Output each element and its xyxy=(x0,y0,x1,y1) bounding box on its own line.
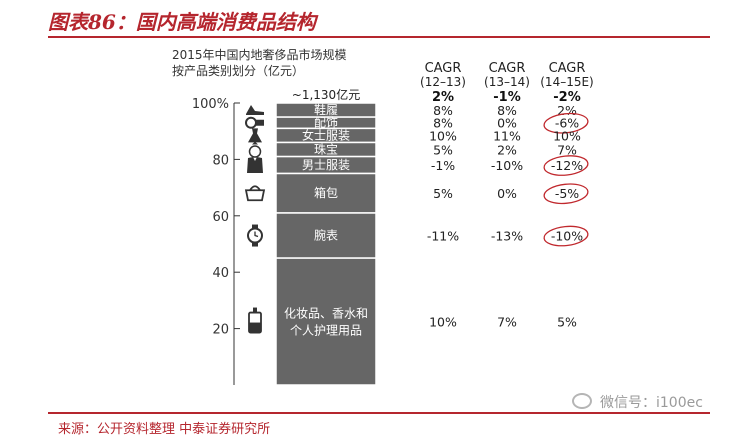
cagr-value: -6% xyxy=(555,116,579,131)
perfume-icon xyxy=(248,307,262,334)
total-label: ~1,130亿元 xyxy=(292,87,360,102)
cagr-value: -11% xyxy=(427,229,459,244)
cagr-value: 0% xyxy=(497,186,517,201)
segment-label: 男士服装 xyxy=(302,158,350,172)
segment-label: 珠宝 xyxy=(314,143,338,157)
segment-label: 化妆品、香水和 xyxy=(284,307,368,321)
bar-segment xyxy=(275,212,377,259)
highlight-circle xyxy=(543,112,589,134)
cagr-value: 10% xyxy=(429,315,457,330)
cagr-value: -10% xyxy=(491,158,523,173)
segment-label: 鞋履 xyxy=(314,102,338,117)
cagr-period: (13–14) xyxy=(484,75,530,89)
y-tick-label: 80 xyxy=(212,153,229,168)
chart-subtitle-line2: 按产品类别划分（亿元） xyxy=(172,64,305,78)
bar-segment xyxy=(275,172,377,214)
cagr-period: (14–15E) xyxy=(540,75,593,89)
wechat-icon xyxy=(572,393,592,409)
cagr-value: -12% xyxy=(551,158,583,173)
jacket-icon xyxy=(247,157,263,174)
handbag-icon xyxy=(244,185,266,202)
dress-icon xyxy=(248,128,262,143)
cagr-value: 5% xyxy=(433,186,453,201)
cagr-value: 8% xyxy=(497,103,517,118)
cagr-value: -1% xyxy=(431,158,455,173)
highlight-circle xyxy=(543,225,589,247)
cagr-value: 5% xyxy=(433,143,453,158)
segment-label: 个人护理用品 xyxy=(290,324,362,338)
segment-label: 腕表 xyxy=(314,228,338,243)
y-tick-label: 60 xyxy=(212,210,229,225)
y-tick-label: 100% xyxy=(192,97,229,112)
cagr-value: 10% xyxy=(553,128,581,143)
cagr-value: 0% xyxy=(497,116,517,131)
segment-label: 箱包 xyxy=(314,185,338,200)
shoe-icon xyxy=(246,105,264,116)
highlight-circle xyxy=(543,155,589,176)
bar-segment xyxy=(275,257,377,386)
watermark: 微信号：i100ec xyxy=(600,395,703,411)
y-tick-label: 40 xyxy=(212,266,229,281)
figure-title: 图表86：国内高端消费品结构 xyxy=(48,10,316,34)
cagr-value: 2% xyxy=(497,143,517,158)
cagr-value: -5% xyxy=(555,186,579,201)
cagr-value: -10% xyxy=(551,229,583,244)
chart-subtitle-line1: 2015年中国内地奢侈品市场规模 xyxy=(172,48,347,62)
cagr-total: 2% xyxy=(432,90,454,105)
cagr-total: -2% xyxy=(553,90,580,105)
accessory-icon xyxy=(245,116,264,129)
segment-label: 女士服装 xyxy=(302,127,350,142)
title-rule xyxy=(48,36,710,38)
highlight-circle xyxy=(543,183,589,205)
cagr-value: 7% xyxy=(497,315,517,330)
cagr-value: 8% xyxy=(433,116,453,131)
ring-icon xyxy=(248,141,262,158)
cagr-value: 10% xyxy=(429,128,457,143)
cagr-total: -1% xyxy=(493,90,520,105)
cagr-value: 11% xyxy=(493,128,521,143)
cagr-value: 8% xyxy=(433,103,453,118)
cagr-header: CAGR xyxy=(425,61,462,76)
footer-rule xyxy=(48,412,710,414)
cagr-header: CAGR xyxy=(489,61,526,76)
y-tick-label: 20 xyxy=(212,323,229,338)
cagr-value: 5% xyxy=(557,315,577,330)
cagr-header: CAGR xyxy=(549,61,586,76)
watch-icon xyxy=(247,224,263,247)
cagr-period: (12–13) xyxy=(420,75,466,89)
cagr-value: 7% xyxy=(557,143,577,158)
cagr-value: -13% xyxy=(491,229,523,244)
segment-label: 配饰 xyxy=(314,116,338,130)
source-note: 来源：公开资料整理 中泰证券研究所 xyxy=(58,422,271,437)
